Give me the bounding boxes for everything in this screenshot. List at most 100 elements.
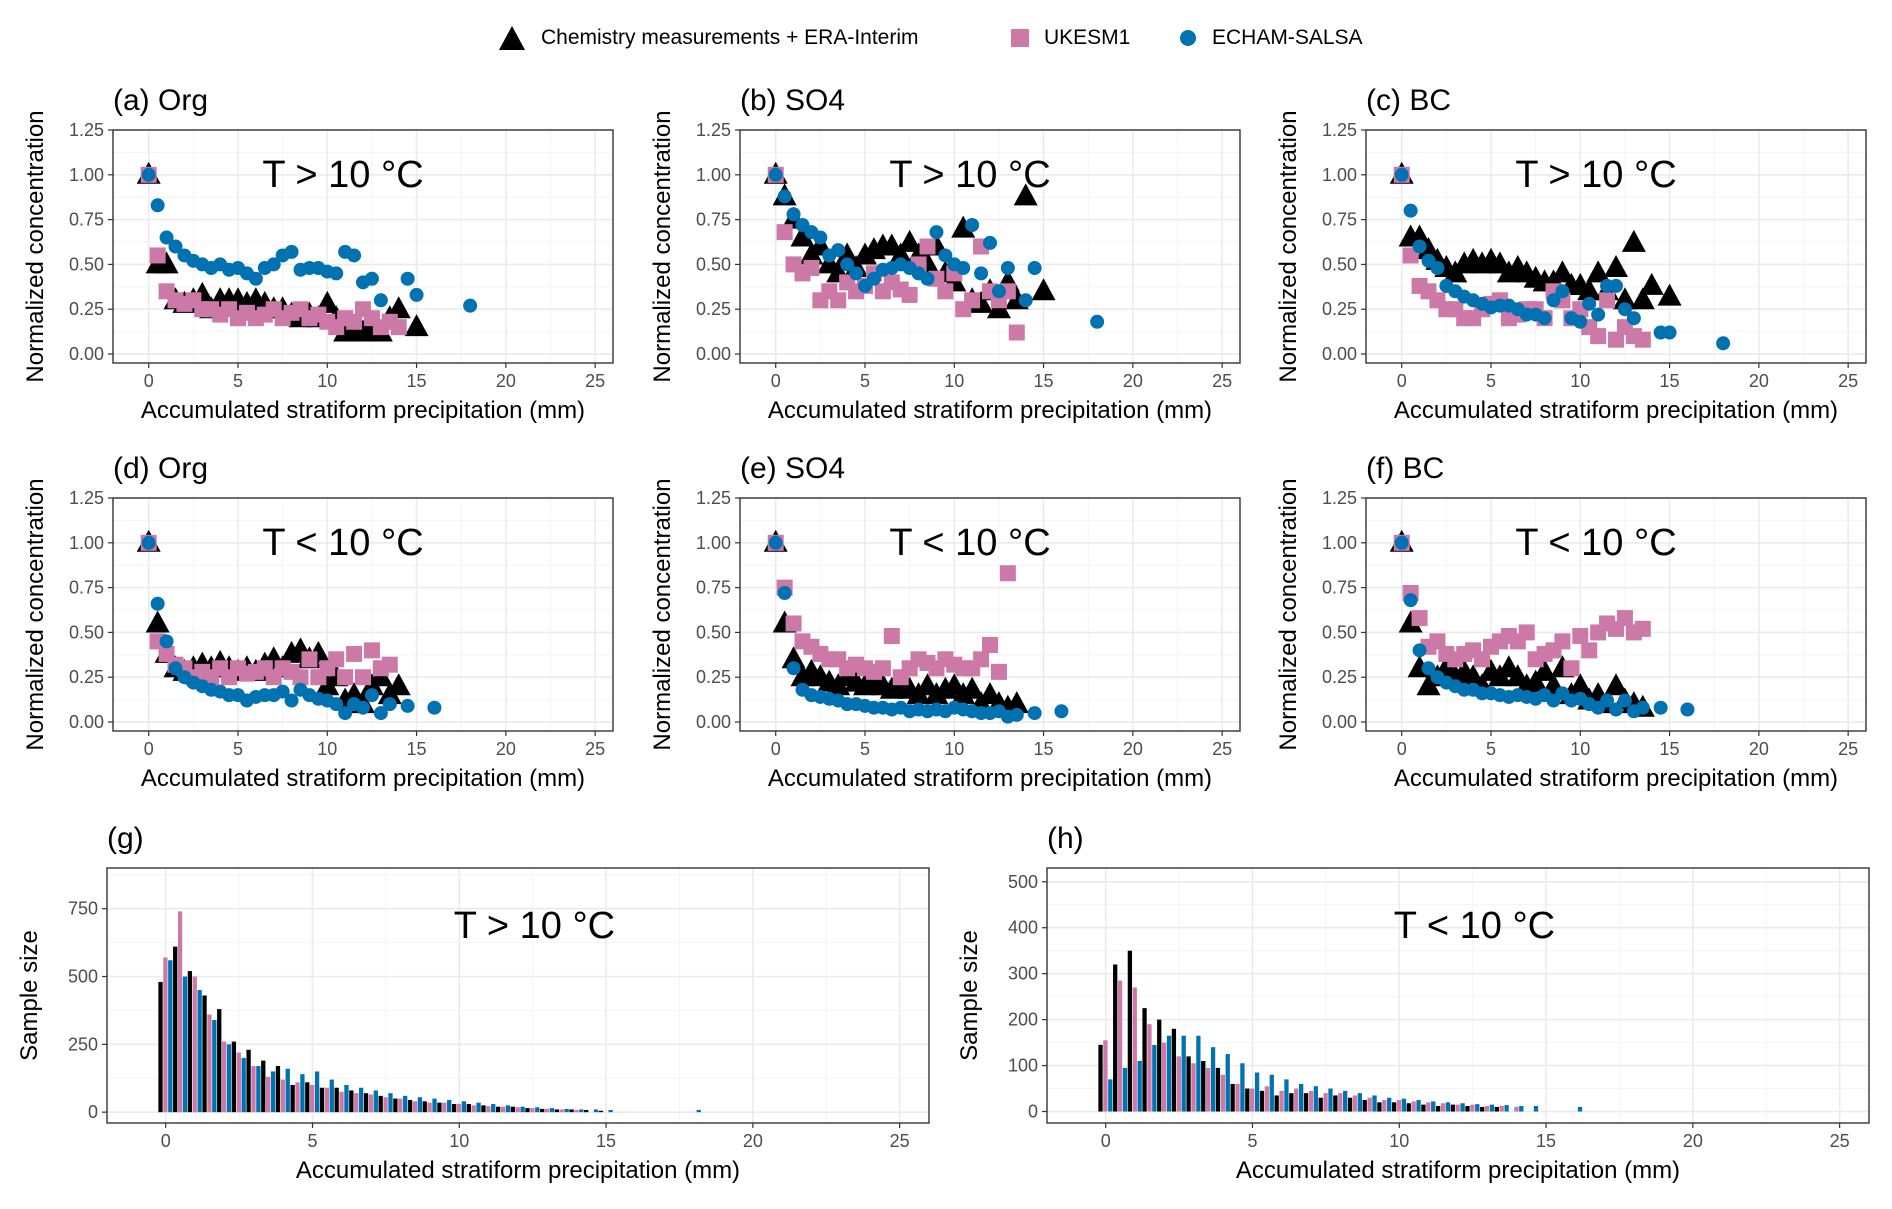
data-point-echam-salsa xyxy=(1609,278,1623,293)
bar-measurements xyxy=(1215,1067,1221,1112)
y-tick-label: 0.75 xyxy=(1322,578,1357,598)
y-tick-label: 0.50 xyxy=(696,254,731,274)
bar-measurements xyxy=(584,1109,589,1113)
data-point-echam-salsa xyxy=(1555,284,1570,299)
data-point-ukesm1 xyxy=(1616,610,1633,627)
data-point-ukesm1 xyxy=(964,292,981,309)
x-tick-label: 0 xyxy=(1101,1131,1111,1151)
panel-title: (e) SO4 xyxy=(740,452,845,485)
data-point-echam-salsa xyxy=(248,271,263,286)
y-tick-label: 500 xyxy=(68,967,98,987)
x-tick-label: 10 xyxy=(944,371,964,391)
bar-ukesm1 xyxy=(236,1052,241,1113)
x-axis-title: Accumulated stratiform precipitation (mm… xyxy=(141,397,585,424)
bar-measurements xyxy=(349,1090,354,1113)
data-point-echam-salsa xyxy=(168,239,183,254)
data-point-ukesm1 xyxy=(1599,292,1616,309)
data-point-ukesm1 xyxy=(1590,328,1607,345)
data-point-echam-salsa xyxy=(400,698,415,713)
circle-marker-icon xyxy=(1178,28,1198,48)
bar-echam-salsa xyxy=(1210,1047,1216,1112)
data-point-echam-salsa xyxy=(920,271,935,286)
panel-3: 0 5 10 15 20 25 0.00 0.25 0.50 0.75 1.00 1.25 Accumu… xyxy=(1275,84,1867,424)
y-tick-label: 1.00 xyxy=(696,165,731,185)
bar-ukesm1 xyxy=(1367,1097,1372,1112)
data-point-echam-salsa xyxy=(159,634,174,649)
bar-ukesm1 xyxy=(1308,1090,1314,1112)
data-point-echam-salsa xyxy=(974,266,989,281)
bar-ukesm1 xyxy=(310,1085,315,1113)
bar-measurements xyxy=(1230,1083,1235,1112)
bar-measurements xyxy=(158,981,163,1113)
data-point-measurements xyxy=(1577,278,1602,301)
data-point-ukesm1 xyxy=(999,565,1016,582)
bar-measurements xyxy=(422,1101,427,1113)
bar-ukesm1 xyxy=(1426,1102,1431,1112)
y-tick-label: 300 xyxy=(1008,964,1038,984)
bar-echam-salsa xyxy=(1196,1035,1201,1112)
x-axis-title: Accumulated stratiform precipitation (mm… xyxy=(768,397,1212,424)
data-point-echam-salsa xyxy=(1662,325,1677,340)
bar-measurements xyxy=(217,1009,222,1113)
bar-echam-salsa xyxy=(593,1109,599,1113)
panel-title: (h) xyxy=(1047,822,1084,855)
y-tick-label: 0.75 xyxy=(69,210,104,230)
temperature-annotation: T < 10 °C xyxy=(1394,905,1555,947)
bar-echam-salsa xyxy=(168,960,173,1113)
data-point-echam-salsa xyxy=(983,235,997,250)
bar-measurements xyxy=(1362,1100,1367,1112)
data-point-echam-salsa xyxy=(284,693,299,708)
panel-8: 0 5 10 15 20 25 0 100 200 300 400 500 Accumulated st… xyxy=(956,822,1870,1184)
data-point-measurements xyxy=(1407,224,1432,247)
data-point-echam-salsa xyxy=(329,266,344,281)
bar-echam-salsa xyxy=(1152,1044,1157,1112)
bar-echam-salsa xyxy=(564,1108,569,1113)
bar-measurements xyxy=(305,1082,310,1113)
data-point-echam-salsa xyxy=(373,706,388,721)
x-tick-label: 0 xyxy=(144,739,154,759)
bar-measurements xyxy=(275,1066,281,1113)
bar-echam-salsa xyxy=(270,1071,276,1113)
x-tick-label: 5 xyxy=(233,739,243,759)
bar-measurements xyxy=(1347,1097,1353,1112)
data-point-measurements xyxy=(1568,673,1593,696)
bar-measurements xyxy=(319,1087,325,1113)
data-point-ukesm1 xyxy=(990,663,1007,680)
x-tick-label: 0 xyxy=(771,739,781,759)
data-point-measurements xyxy=(1550,260,1575,283)
bar-echam-salsa xyxy=(197,990,202,1113)
bar-ukesm1 xyxy=(486,1106,491,1113)
data-point-echam-salsa xyxy=(266,257,281,272)
data-point-echam-salsa xyxy=(1090,314,1105,329)
data-point-measurements xyxy=(781,646,806,669)
y-tick-label: 0.00 xyxy=(69,344,104,364)
x-tick-label: 0 xyxy=(1397,739,1407,759)
data-point-measurements xyxy=(154,251,179,274)
y-axis-title: Sample size xyxy=(16,930,43,1061)
bar-measurements xyxy=(1245,1088,1250,1112)
data-point-ukesm1 xyxy=(937,283,954,300)
panel-6: 0 5 10 15 20 25 0.00 0.25 0.50 0.75 1.00 1.25 Accumu… xyxy=(1275,452,1867,792)
panel-title: (b) SO4 xyxy=(740,84,845,117)
bar-measurements xyxy=(1450,1104,1455,1112)
temperature-annotation: T > 10 °C xyxy=(889,154,1050,196)
bar-measurements xyxy=(510,1106,515,1113)
legend-item-ukesm1: UKESM1 xyxy=(1010,18,1130,58)
x-tick-label: 5 xyxy=(1486,739,1496,759)
panel-title: (d) Org xyxy=(113,452,208,485)
x-tick-label: 15 xyxy=(407,739,427,759)
bar-measurements xyxy=(1289,1093,1294,1112)
bar-measurements xyxy=(393,1098,398,1113)
bar-ukesm1 xyxy=(559,1109,564,1113)
bar-echam-salsa xyxy=(1431,1101,1436,1112)
data-point-echam-salsa xyxy=(1582,296,1597,311)
y-tick-label: 1.25 xyxy=(69,488,104,508)
x-tick-label: 5 xyxy=(233,371,243,391)
data-point-measurements xyxy=(1532,658,1557,681)
data-point-measurements xyxy=(1639,272,1664,295)
bar-echam-salsa xyxy=(535,1107,540,1113)
triangle-marker-icon xyxy=(497,24,527,52)
bar-echam-salsa xyxy=(549,1108,555,1113)
x-axis-title: Accumulated stratiform precipitation (mm… xyxy=(1394,397,1838,424)
x-tick-label: 5 xyxy=(1247,1131,1257,1151)
